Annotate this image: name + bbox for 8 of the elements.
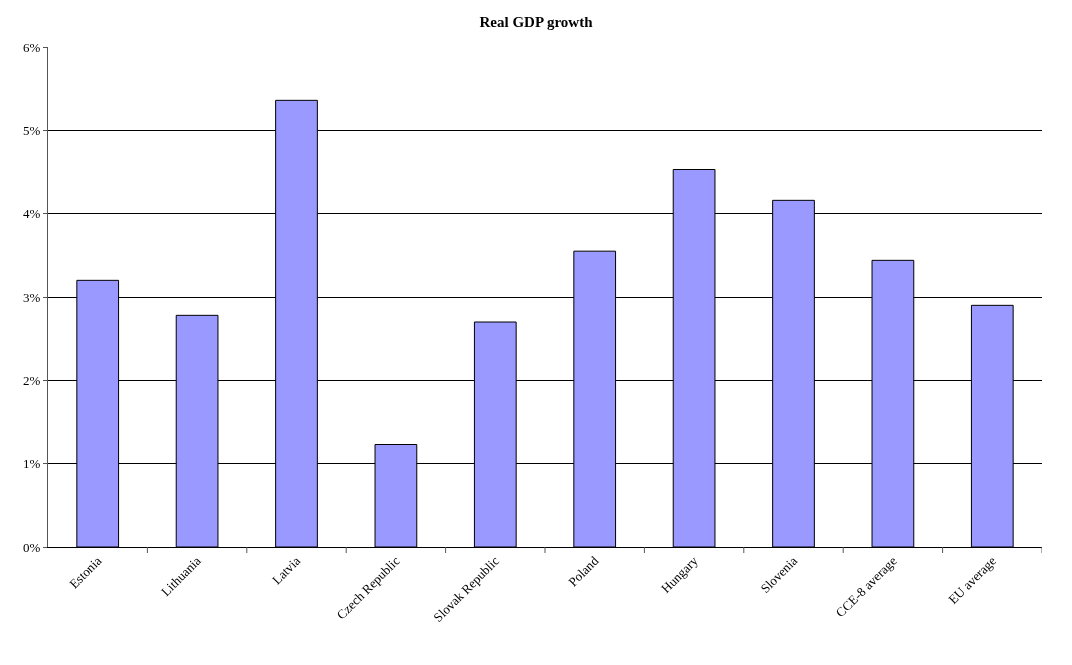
- chart-title: Real GDP growth: [479, 14, 594, 31]
- y-tick-label: 2%: [23, 372, 41, 388]
- y-tick-label: 0%: [23, 539, 41, 555]
- y-tick-label: 6%: [23, 39, 41, 55]
- y-tick-label: 5%: [23, 122, 41, 138]
- y-tick-label: 4%: [23, 206, 41, 222]
- y-tick-label: 1%: [23, 456, 41, 472]
- y-tick-label: 3%: [23, 289, 41, 305]
